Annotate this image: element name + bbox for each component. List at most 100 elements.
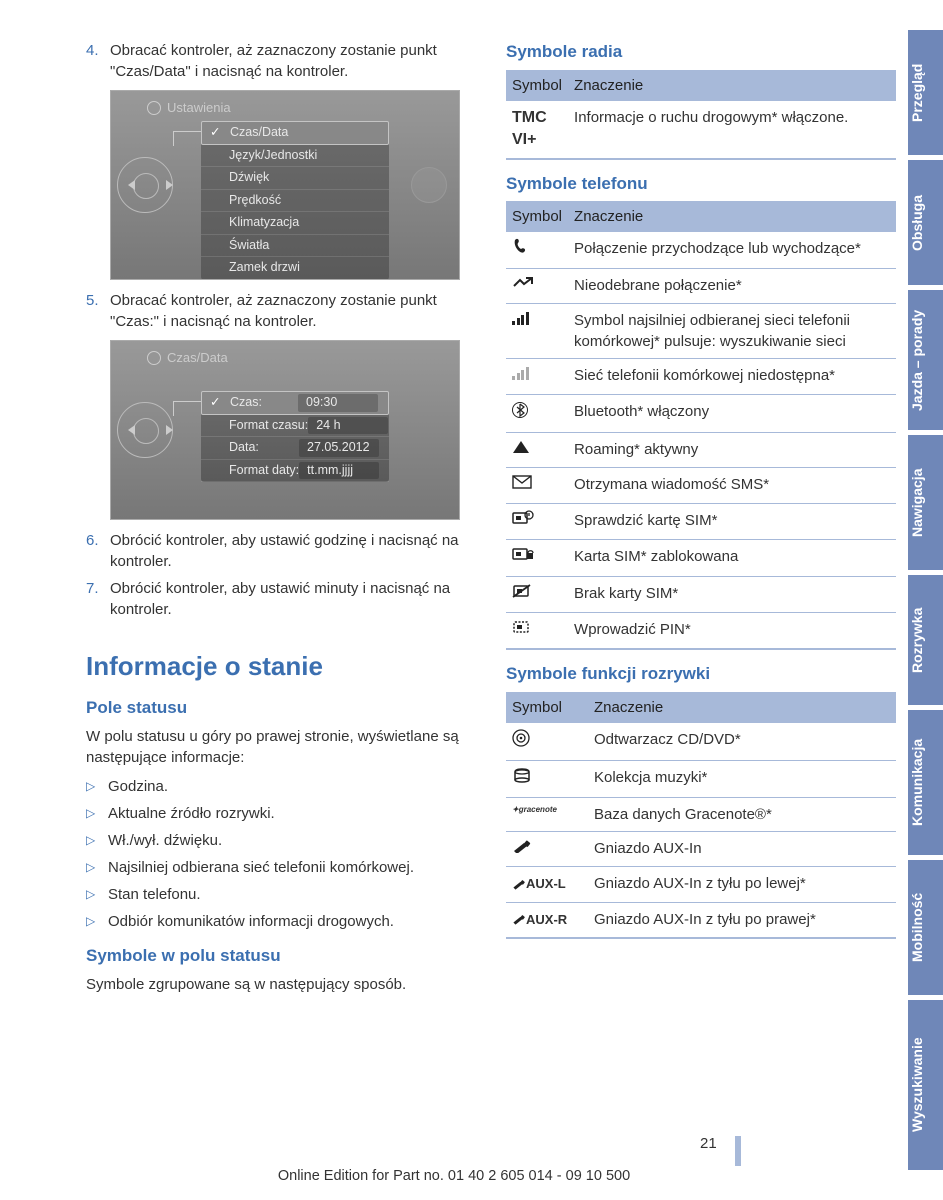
meaning-text: Sieć telefonii komórkowej niedostępna* [568, 359, 896, 394]
tab-driving-tips[interactable]: Jazda – porady [908, 290, 943, 430]
kv-row-selected: Czas: 09:30 [201, 391, 389, 415]
screenshot-title-text: Ustawienia [167, 99, 231, 117]
screenshot-title: Ustawienia [147, 99, 231, 117]
tab-mobility[interactable]: Mobilność [908, 860, 943, 995]
meaning-text: Odtwarzacz CD/DVD* [588, 723, 896, 761]
radio-symbols-table: Symbol Znaczenie TMC VI+ Informacje o ru… [506, 70, 896, 160]
gear-icon [147, 351, 161, 365]
meaning-text: Sprawdzić kartę SIM* [568, 503, 896, 539]
signal-bars-grey-icon [506, 359, 568, 394]
meaning-text: Gniazdo AUX-In z tyłu po prawej* [588, 902, 896, 938]
tab-search[interactable]: Wyszukiwanie [908, 1000, 943, 1170]
meaning-text: Karta SIM* zablokowana [568, 540, 896, 576]
tab-communication[interactable]: Komunikacja [908, 710, 943, 855]
time-date-screenshot: Czas/Data Czas: 09:30 Format czasu: 24 h [110, 340, 460, 520]
controller-ring-icon [117, 157, 173, 213]
right-column: Symbole radia Symbol Znaczenie TMC VI+ I… [506, 40, 896, 1003]
menu-item: Światła [201, 235, 389, 258]
side-badge-icon [411, 167, 447, 203]
meaning-text: Kolekcja muzyki* [588, 761, 896, 797]
sim-none-icon [506, 576, 568, 612]
meaning-text: Informacje o ruchu drogowym* włączone. [568, 101, 896, 159]
step-text: Obracać kontroler, aż zaznaczony zostani… [110, 40, 476, 82]
meaning-text: Otrzymana wiadomość SMS* [568, 468, 896, 503]
kv-key: Format daty: [229, 462, 299, 480]
paragraph: W polu statusu u góry po prawej stronie,… [86, 726, 476, 768]
sms-envelope-icon [506, 468, 568, 503]
settings-screenshot: Ustawienia Czas/Data Język/Jednostki Dźw… [110, 90, 460, 280]
side-tabs: Przegląd Obsługa Jazda – porady Nawigacj… [908, 30, 943, 1170]
kv-value: 09:30 [298, 394, 378, 412]
connector-line [173, 401, 203, 416]
kv-value: tt.mm.jjjj [299, 462, 379, 480]
th-symbol: Symbol [506, 692, 588, 723]
bullet-text: Stan telefonu. [108, 884, 201, 905]
meaning-text: Gniazdo AUX-In z tyłu po lewej* [588, 867, 896, 902]
sim-lock-icon [506, 540, 568, 576]
kv-row: Format daty: tt.mm.jjjj [201, 460, 389, 483]
step-5: 5. Obracać kontroler, aż zaznaczony zost… [86, 290, 476, 332]
controller-ring-icon [117, 402, 173, 458]
step-text: Obrócić kontroler, aby ustawić godzinę i… [110, 530, 476, 572]
meaning-text: Wprowadzić PIN* [568, 612, 896, 649]
th-symbol: Symbol [506, 70, 568, 101]
step-4: 4. Obracać kontroler, aż zaznaczony zost… [86, 40, 476, 82]
subheading-status-field: Pole statusu [86, 696, 476, 720]
kv-key: Format czasu: [229, 417, 308, 435]
th-meaning: Znaczenie [568, 201, 896, 232]
kv-row: Format czasu: 24 h [201, 415, 389, 438]
menu-panel: Czas/Data Język/Jednostki Dźwięk Prędkoś… [201, 121, 389, 280]
triangle-bullet-icon: ▷ [86, 803, 108, 824]
aux-r-label: AUX-R [526, 912, 567, 927]
tab-navigation[interactable]: Nawigacja [908, 435, 943, 570]
th-symbol: Symbol [506, 201, 568, 232]
tab-overview[interactable]: Przegląd [908, 30, 943, 155]
meaning-text: Gniazdo AUX-In [588, 831, 896, 866]
footer-text: Online Edition for Part no. 01 40 2 605 … [0, 1166, 908, 1186]
kv-value: 24 h [308, 417, 388, 435]
th-meaning: Znaczenie [568, 70, 896, 101]
entertainment-symbols-table: Symbol Znaczenie Odtwarzacz CD/DVD* Kole… [506, 692, 896, 939]
step-6: 6. Obrócić kontroler, aby ustawić godzin… [86, 530, 476, 572]
aux-l-icon: AUX-L [506, 867, 588, 902]
triangle-bullet-icon: ▷ [86, 911, 108, 932]
bullet-text: Godzina. [108, 776, 168, 797]
menu-item: Prędkość [201, 190, 389, 213]
music-collection-icon [506, 761, 588, 797]
bullet-text: Najsilniej odbierana sieć telefonii komó… [108, 857, 414, 878]
step-text: Obracać kontroler, aż zaznaczony zostani… [110, 290, 476, 332]
phone-handset-icon [506, 232, 568, 268]
bullet-text: Wł./wył. dźwięku. [108, 830, 222, 851]
step-7: 7. Obrócić kontroler, aby ustawić minuty… [86, 578, 476, 620]
kv-row: Data: 27.05.2012 [201, 437, 389, 460]
subheading-status-symbols: Symbole w polu statusu [86, 944, 476, 968]
menu-panel: Czas: 09:30 Format czasu: 24 h Data: 27.… [201, 391, 389, 482]
tab-operation[interactable]: Obsługa [908, 160, 943, 285]
menu-item-selected: Czas/Data [201, 121, 389, 145]
bullet-text: Aktualne źródło rozrywki. [108, 803, 275, 824]
step-number: 6. [86, 530, 110, 572]
gear-icon [147, 101, 161, 115]
symbol-tmc: TMC VI+ [506, 101, 568, 159]
step-text: Obrócić kontroler, aby ustawić minuty i … [110, 578, 476, 620]
meaning-text: Symbol najsilniej odbieranej sieci telef… [568, 304, 896, 359]
bluetooth-icon [506, 394, 568, 432]
subheading-entertainment-symbols: Symbole funkcji rozrywki [506, 662, 896, 686]
phone-symbols-table: Symbol Znaczenie Połączenie przychodzące… [506, 201, 896, 650]
kv-value: 27.05.2012 [299, 439, 379, 457]
tab-entertainment[interactable]: Rozrywka [908, 575, 943, 705]
subheading-phone-symbols: Symbole telefonu [506, 172, 896, 196]
heading-state-info: Informacje o stanie [86, 648, 476, 684]
sim-pin-icon [506, 612, 568, 649]
sim-check-icon [506, 503, 568, 539]
triangle-bullet-icon: ▷ [86, 857, 108, 878]
kv-key: Czas: [230, 394, 262, 412]
missed-call-icon [506, 268, 568, 303]
connector-line [173, 131, 203, 146]
gracenote-icon: ✦gracenote [506, 797, 588, 831]
step-number: 7. [86, 578, 110, 620]
meaning-text: Brak karty SIM* [568, 576, 896, 612]
meaning-text: Bluetooth* włączony [568, 394, 896, 432]
bullet-text: Odbiór komunikatów informacji drogowych. [108, 911, 394, 932]
triangle-bullet-icon: ▷ [86, 776, 108, 797]
